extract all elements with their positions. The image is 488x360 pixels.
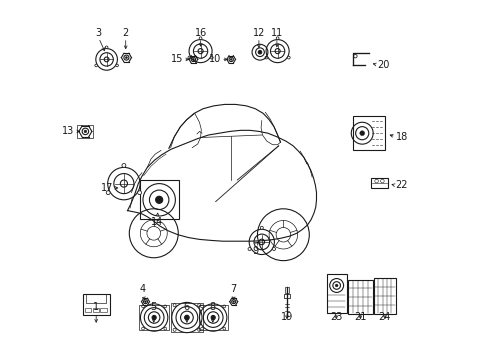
Text: 16: 16 — [194, 28, 206, 38]
Text: 15: 15 — [171, 54, 183, 64]
Bar — [347, 280, 372, 314]
Text: 5: 5 — [150, 302, 157, 312]
Text: 20: 20 — [377, 60, 389, 70]
Circle shape — [192, 59, 194, 60]
Circle shape — [188, 56, 190, 59]
Text: 7: 7 — [230, 284, 236, 294]
Circle shape — [276, 228, 290, 242]
Text: 17: 17 — [101, 183, 113, 193]
Bar — [199, 305, 228, 330]
Text: 18: 18 — [395, 132, 407, 142]
Bar — [171, 303, 203, 332]
Text: 3: 3 — [96, 28, 102, 38]
Circle shape — [353, 54, 356, 58]
Circle shape — [210, 56, 213, 59]
Circle shape — [264, 56, 267, 59]
Text: 9: 9 — [252, 246, 258, 256]
Circle shape — [199, 37, 202, 40]
Circle shape — [258, 50, 261, 54]
Text: 13: 13 — [62, 126, 75, 136]
Text: 10: 10 — [208, 54, 221, 64]
Circle shape — [105, 46, 108, 49]
Text: 24: 24 — [378, 312, 390, 323]
Text: 2: 2 — [122, 28, 128, 38]
Text: 8: 8 — [209, 302, 215, 312]
Bar — [284, 287, 288, 293]
Circle shape — [184, 315, 189, 320]
Circle shape — [142, 305, 144, 308]
Circle shape — [272, 247, 275, 251]
Bar — [283, 294, 289, 298]
Circle shape — [200, 327, 203, 330]
Bar — [139, 305, 168, 330]
Circle shape — [155, 196, 163, 203]
Circle shape — [95, 64, 97, 67]
Text: 1: 1 — [93, 302, 99, 312]
Circle shape — [173, 304, 176, 307]
Circle shape — [197, 304, 200, 307]
Circle shape — [276, 37, 279, 40]
Text: 19: 19 — [280, 312, 292, 323]
Circle shape — [138, 191, 141, 195]
Text: 23: 23 — [329, 312, 342, 323]
Circle shape — [84, 130, 86, 133]
Text: 14: 14 — [151, 217, 163, 227]
Circle shape — [359, 131, 364, 136]
Circle shape — [152, 315, 156, 320]
Circle shape — [173, 328, 176, 331]
Circle shape — [125, 57, 127, 59]
Circle shape — [257, 209, 309, 261]
Circle shape — [335, 284, 337, 287]
Text: 4: 4 — [140, 284, 146, 294]
Text: 11: 11 — [270, 28, 283, 38]
Circle shape — [230, 59, 232, 60]
Bar — [373, 278, 395, 314]
Circle shape — [223, 327, 225, 330]
Circle shape — [197, 328, 200, 331]
Bar — [82, 294, 109, 315]
Circle shape — [146, 226, 160, 240]
Bar — [100, 308, 106, 312]
Bar — [140, 180, 178, 219]
Circle shape — [232, 301, 234, 302]
Bar — [352, 116, 384, 150]
Circle shape — [247, 247, 250, 251]
Circle shape — [116, 64, 118, 67]
Text: 21: 21 — [353, 312, 366, 323]
Circle shape — [200, 305, 203, 308]
Circle shape — [163, 327, 166, 330]
Bar — [86, 294, 106, 303]
Circle shape — [144, 301, 146, 302]
Circle shape — [260, 226, 263, 229]
Circle shape — [106, 191, 110, 195]
Bar — [77, 125, 93, 138]
Text: 22: 22 — [395, 180, 407, 190]
Circle shape — [129, 209, 178, 258]
Circle shape — [122, 163, 125, 167]
Circle shape — [223, 305, 225, 308]
Circle shape — [142, 327, 144, 330]
Bar — [85, 308, 91, 312]
Text: 6: 6 — [183, 302, 189, 312]
Bar — [92, 308, 99, 312]
Circle shape — [163, 305, 166, 308]
Bar — [370, 178, 387, 188]
Circle shape — [287, 56, 289, 59]
Bar — [326, 274, 346, 313]
Circle shape — [211, 315, 215, 320]
Text: 12: 12 — [252, 28, 264, 38]
